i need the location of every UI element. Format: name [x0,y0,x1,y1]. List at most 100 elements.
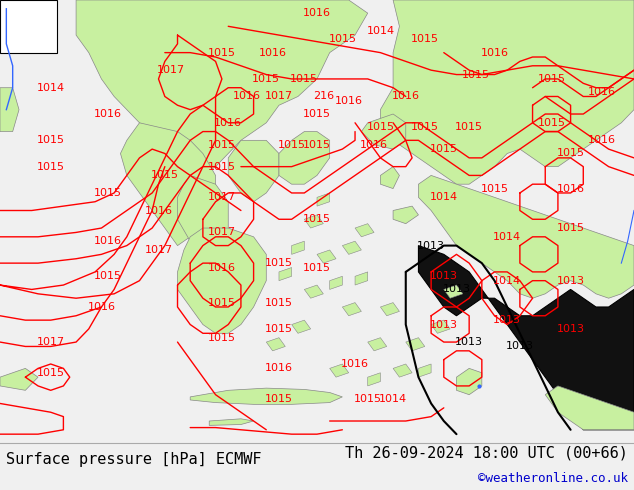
Polygon shape [380,167,399,189]
Text: 1017: 1017 [208,193,236,202]
Text: 1017: 1017 [37,337,65,347]
Text: 1016: 1016 [588,87,616,97]
Text: 1017: 1017 [208,227,236,238]
Polygon shape [444,285,463,298]
Polygon shape [0,368,38,391]
Text: 1016: 1016 [233,92,261,101]
Text: 1015: 1015 [37,368,65,378]
Text: 1016: 1016 [588,135,616,146]
Text: 1015: 1015 [208,162,236,172]
Text: 1015: 1015 [411,122,439,132]
Polygon shape [190,388,342,404]
Text: 216: 216 [313,92,334,101]
Text: 1015: 1015 [265,324,293,334]
Polygon shape [380,0,634,184]
Polygon shape [209,419,254,425]
Polygon shape [266,338,285,351]
Text: 1016: 1016 [259,48,287,58]
Text: 1013: 1013 [443,284,470,294]
Text: 1016: 1016 [265,364,293,373]
Text: 1017: 1017 [145,245,172,255]
Text: 1015: 1015 [303,140,331,150]
Text: 1015: 1015 [94,271,122,281]
Polygon shape [76,0,368,175]
Polygon shape [393,364,412,377]
Text: 1013: 1013 [557,324,585,334]
Polygon shape [368,338,387,351]
Text: 1016: 1016 [341,359,369,369]
Text: 1013: 1013 [557,276,585,286]
Text: 1014: 1014 [493,232,521,242]
Polygon shape [545,386,634,430]
Text: 1014: 1014 [493,276,521,286]
Text: 1013: 1013 [506,342,534,351]
Text: 1015: 1015 [278,140,306,150]
Text: 1015: 1015 [328,34,356,45]
Polygon shape [418,364,431,377]
Text: 1014: 1014 [430,193,458,202]
Polygon shape [418,175,634,298]
Text: 1015: 1015 [94,188,122,198]
Polygon shape [304,215,323,228]
Text: 1017: 1017 [157,65,185,75]
Text: 1015: 1015 [303,109,331,119]
Polygon shape [304,285,323,298]
Polygon shape [279,132,330,184]
Polygon shape [456,368,482,395]
Polygon shape [0,0,57,52]
Polygon shape [431,320,450,333]
Text: 1016: 1016 [303,8,331,18]
Text: 1016: 1016 [145,205,172,216]
Text: 1013: 1013 [430,319,458,330]
Polygon shape [342,241,361,254]
Text: 1015: 1015 [208,48,236,58]
Text: 1015: 1015 [538,118,566,128]
Text: 1014: 1014 [37,83,65,93]
Text: 1016: 1016 [208,263,236,272]
Text: 1016: 1016 [94,236,122,246]
Polygon shape [228,140,279,202]
Polygon shape [317,250,336,263]
Text: 1015: 1015 [208,297,236,308]
Polygon shape [368,373,380,386]
Polygon shape [330,276,342,290]
Text: 1015: 1015 [265,297,293,308]
Text: 1017: 1017 [265,92,293,101]
Text: 1015: 1015 [354,394,382,404]
Text: 1016: 1016 [87,302,115,312]
Polygon shape [292,241,304,254]
Polygon shape [120,123,216,245]
Polygon shape [292,320,311,333]
Polygon shape [0,88,19,132]
Text: 1015: 1015 [557,148,585,158]
Text: 1013: 1013 [430,271,458,281]
Text: 1015: 1015 [411,34,439,45]
Polygon shape [342,303,361,316]
Text: 1015: 1015 [208,333,236,343]
Polygon shape [0,0,57,52]
Text: 1016: 1016 [392,92,420,101]
Text: 1015: 1015 [208,140,236,150]
Text: 1015: 1015 [265,394,293,404]
Text: 1015: 1015 [462,70,489,79]
Text: 1013: 1013 [417,241,445,250]
Polygon shape [361,114,406,149]
Polygon shape [317,193,330,206]
Text: 1015: 1015 [252,74,280,84]
Text: 1015: 1015 [151,171,179,180]
Text: 1015: 1015 [481,184,508,194]
Text: 1016: 1016 [360,140,388,150]
Text: 1015: 1015 [455,122,483,132]
Text: 1016: 1016 [94,109,122,119]
Text: 1014: 1014 [379,394,407,404]
Text: 1016: 1016 [557,184,585,194]
Text: 1016: 1016 [214,118,242,128]
Polygon shape [279,268,292,281]
Text: 1015: 1015 [430,144,458,154]
Text: 1015: 1015 [303,263,331,272]
Polygon shape [178,228,266,333]
Text: 1016: 1016 [481,48,508,58]
Text: 1015: 1015 [265,258,293,268]
Text: 1015: 1015 [290,74,318,84]
Text: 1016: 1016 [335,96,363,106]
